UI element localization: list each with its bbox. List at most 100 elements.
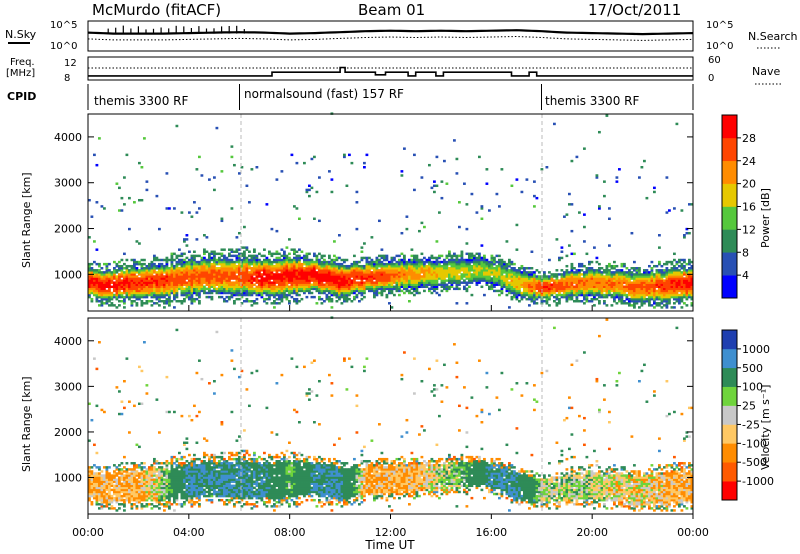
power-cell bbox=[633, 302, 636, 305]
power-cell bbox=[215, 287, 219, 291]
power-cell bbox=[665, 289, 669, 293]
power-cell bbox=[150, 260, 154, 264]
power-cell bbox=[273, 252, 276, 256]
power-cell bbox=[133, 279, 136, 282]
power-cell bbox=[465, 262, 469, 266]
power-cell bbox=[248, 287, 251, 291]
nsearch-trace bbox=[87, 35, 694, 41]
power-cell bbox=[518, 273, 521, 276]
power-cell bbox=[88, 295, 91, 299]
power-cell bbox=[308, 275, 311, 278]
power-cell bbox=[168, 291, 171, 295]
power-cell bbox=[133, 277, 136, 280]
power-cell bbox=[588, 287, 591, 291]
power-cell bbox=[200, 279, 204, 282]
power-cell bbox=[275, 271, 279, 274]
power-cell bbox=[533, 287, 536, 291]
power-cell bbox=[90, 287, 94, 291]
power-cell bbox=[285, 297, 289, 301]
power-cell bbox=[210, 273, 214, 276]
power-cell bbox=[395, 287, 399, 291]
power-cell bbox=[260, 289, 264, 293]
power-cell bbox=[225, 267, 229, 270]
power-cell bbox=[295, 289, 299, 293]
velocity-cell bbox=[123, 484, 126, 488]
power-cell bbox=[243, 254, 246, 258]
power-cell bbox=[558, 297, 561, 301]
power-cell bbox=[668, 281, 671, 284]
power-cell bbox=[240, 293, 244, 297]
power-cell bbox=[103, 291, 106, 295]
power-cell bbox=[503, 269, 506, 272]
power-cell bbox=[483, 293, 486, 297]
velocity-cell bbox=[120, 476, 124, 479]
velocity-cell bbox=[125, 490, 129, 494]
power-cell bbox=[238, 271, 241, 274]
velocity-cell bbox=[140, 474, 144, 477]
power-cell bbox=[478, 155, 481, 159]
power-cell bbox=[175, 295, 179, 299]
power-cell bbox=[595, 174, 599, 177]
power-cell bbox=[155, 281, 159, 284]
power-cell bbox=[190, 302, 194, 305]
power-cell bbox=[380, 283, 384, 286]
power-cell bbox=[338, 293, 341, 297]
power-cell bbox=[120, 273, 124, 276]
power-cell bbox=[408, 264, 411, 268]
power-cell bbox=[323, 275, 326, 278]
power-cell bbox=[373, 295, 376, 299]
power-cell bbox=[420, 277, 424, 280]
power-cell bbox=[130, 304, 134, 307]
power-cell bbox=[198, 269, 201, 272]
velocity-cell bbox=[93, 490, 96, 494]
power-cell bbox=[98, 277, 101, 280]
power-cell bbox=[570, 295, 574, 299]
power-cell bbox=[248, 291, 251, 295]
power-cell bbox=[435, 258, 439, 262]
velocity-heatmap bbox=[88, 316, 694, 512]
power-cell bbox=[178, 254, 181, 258]
power-cell bbox=[215, 258, 219, 262]
power-cell bbox=[155, 302, 159, 305]
power-cell bbox=[595, 176, 599, 179]
power-cell bbox=[505, 275, 509, 278]
power-cell bbox=[283, 260, 286, 264]
power-cell bbox=[230, 285, 234, 289]
power-cell bbox=[410, 279, 414, 282]
power-cell bbox=[668, 300, 671, 303]
power-cell bbox=[568, 192, 571, 196]
power-cell bbox=[338, 264, 341, 268]
power-cell bbox=[428, 273, 431, 276]
power-cell bbox=[288, 258, 291, 262]
velocity-cell bbox=[115, 486, 119, 490]
power-cell bbox=[583, 293, 586, 297]
power-cell bbox=[495, 192, 499, 196]
power-cell bbox=[355, 269, 359, 272]
power-cell bbox=[438, 277, 441, 280]
freq-label-line2: [MHz] bbox=[6, 68, 35, 79]
power-cell bbox=[435, 267, 439, 270]
power-cell bbox=[283, 291, 286, 295]
power-cell bbox=[435, 279, 439, 282]
power-cell bbox=[235, 258, 239, 262]
power-cell bbox=[653, 281, 656, 284]
power-cell bbox=[258, 258, 261, 262]
power-cell bbox=[418, 281, 421, 284]
power-cell bbox=[678, 273, 681, 276]
power-cell bbox=[320, 285, 324, 289]
power-cell bbox=[323, 279, 326, 282]
power-cell bbox=[90, 291, 94, 295]
power-cell bbox=[385, 293, 389, 297]
power-cell bbox=[348, 281, 351, 284]
power-cell bbox=[268, 258, 271, 262]
power-cell bbox=[405, 281, 409, 284]
power-cell bbox=[665, 277, 669, 280]
power-cell bbox=[645, 281, 649, 284]
power-cell bbox=[200, 258, 204, 262]
power-cell bbox=[520, 264, 524, 268]
power-cell bbox=[235, 267, 239, 270]
power-cell bbox=[223, 273, 226, 276]
power-cell bbox=[605, 273, 609, 276]
power-cell bbox=[673, 302, 676, 305]
power-cell bbox=[473, 262, 476, 266]
